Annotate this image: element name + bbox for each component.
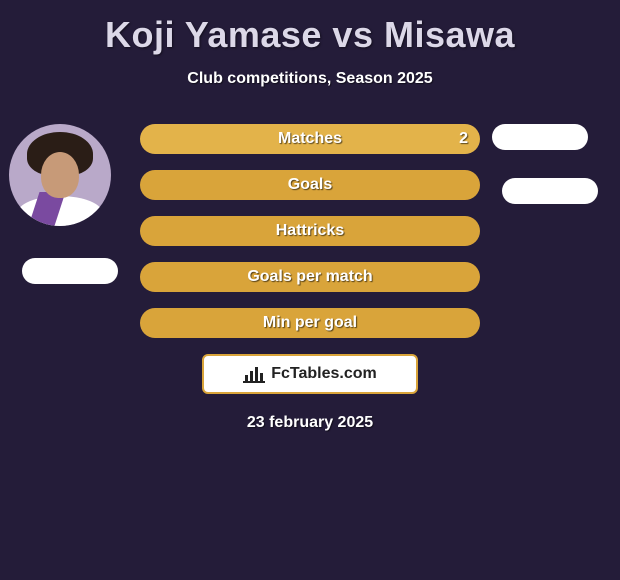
value-pill — [492, 124, 588, 150]
page-title: Koji Yamase vs Misawa — [0, 0, 620, 56]
stat-bar: Goals per match — [140, 262, 480, 292]
bar-chart-icon — [243, 365, 265, 383]
stat-bar: Goals — [140, 170, 480, 200]
stat-bar: Hattricks — [140, 216, 480, 246]
fctables-logo: FcTables.com — [202, 354, 418, 394]
stat-bar: Matches 2 — [140, 124, 480, 154]
comparison-chart: Matches 2 Goals Hattricks Goals per match Min… — [0, 124, 620, 338]
logo-text: FcTables.com — [271, 365, 377, 383]
page-subtitle: Club competitions, Season 2025 — [0, 70, 620, 88]
stat-bar-label: Min per goal — [263, 314, 357, 331]
stat-bars: Matches 2 Goals Hattricks Goals per match Min… — [140, 124, 480, 338]
stat-bar-value-right: 2 — [459, 124, 468, 154]
value-pill — [22, 258, 118, 284]
avatar-face — [41, 152, 79, 198]
stat-bar: Min per goal — [140, 308, 480, 338]
stat-bar-label: Hattricks — [276, 222, 344, 239]
stat-bar-label: Goals — [288, 176, 332, 193]
stat-bar-label: Matches — [278, 130, 342, 147]
value-pill — [502, 178, 598, 204]
player-left-avatar — [9, 124, 111, 226]
footer-date: 23 february 2025 — [0, 414, 620, 432]
stat-bar-label: Goals per match — [247, 268, 372, 285]
